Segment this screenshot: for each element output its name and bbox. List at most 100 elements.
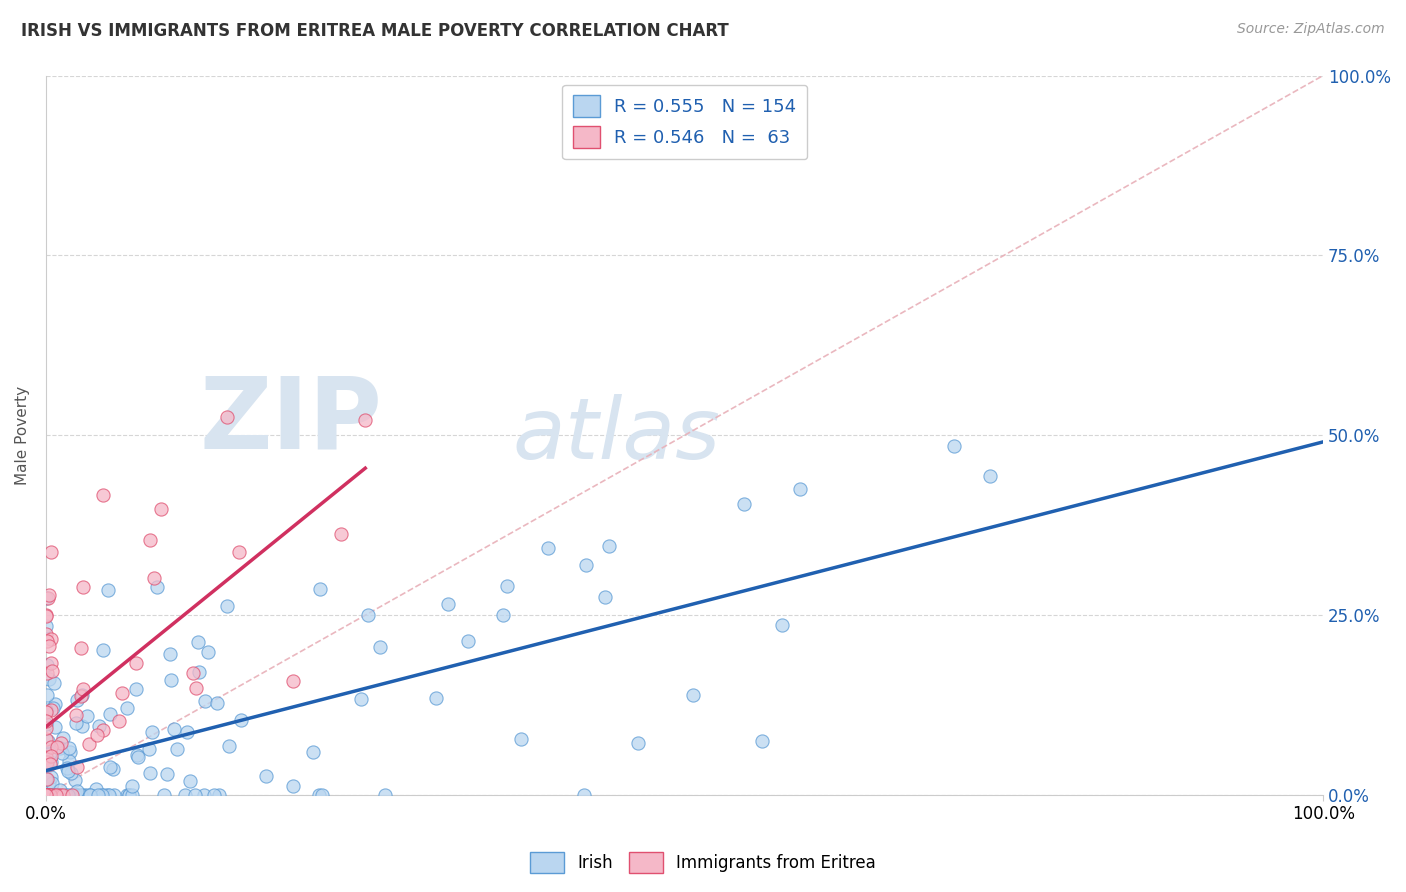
Point (59, 765, 82, 780)
Point (55, 788, 77, 802)
Point (37, 788, 59, 802)
Point (72, 788, 94, 802)
Point (45, 788, 67, 802)
Point (39, 788, 62, 802)
Point (35, 772, 58, 786)
Point (979, 469, 1001, 483)
Point (789, 482, 811, 496)
Legend: R = 0.555   N = 154, R = 0.546   N =  63: R = 0.555 N = 154, R = 0.546 N = 63 (562, 85, 807, 160)
Point (35, 688, 58, 702)
Point (39, 740, 62, 755)
Point (127, 750, 149, 764)
Point (354, 413, 377, 427)
Point (93, 643, 115, 657)
Point (183, 665, 205, 680)
Point (66, 692, 89, 706)
Point (35, 788, 58, 802)
Point (35, 788, 58, 802)
Point (496, 579, 519, 593)
Point (35, 705, 58, 719)
Point (58, 740, 80, 755)
Point (143, 571, 166, 585)
Point (202, 788, 225, 802)
Point (42, 788, 65, 802)
Text: atlas: atlas (512, 393, 720, 477)
Point (118, 788, 141, 802)
Point (35, 788, 58, 802)
Point (311, 788, 333, 802)
Point (35, 788, 58, 802)
Point (91, 488, 114, 502)
Point (215, 409, 238, 424)
Point (97, 788, 120, 802)
Point (425, 691, 447, 706)
Point (598, 539, 620, 553)
Point (35, 788, 58, 802)
Point (37, 788, 59, 802)
Point (281, 779, 304, 793)
Point (44, 788, 66, 802)
Point (117, 701, 139, 715)
Point (125, 656, 148, 670)
Point (39, 545, 62, 559)
Point (69, 788, 91, 802)
Point (103, 788, 125, 802)
Point (125, 747, 148, 762)
Point (76, 788, 98, 802)
Point (35, 627, 58, 641)
Point (141, 724, 163, 739)
Point (302, 745, 325, 759)
Point (150, 502, 173, 516)
Point (37, 591, 59, 605)
Point (368, 640, 391, 655)
Point (159, 647, 181, 661)
Point (87, 788, 110, 802)
Point (572, 788, 595, 802)
Point (537, 541, 560, 556)
Point (138, 533, 160, 547)
Point (38, 588, 60, 602)
Point (35, 609, 58, 624)
Point (374, 788, 396, 802)
Point (56, 788, 79, 802)
Point (90, 788, 112, 802)
Point (35, 788, 58, 802)
Point (35, 591, 58, 605)
Point (51, 746, 73, 760)
Point (770, 617, 793, 632)
Point (56, 764, 79, 778)
Point (118, 788, 141, 802)
Point (38, 639, 60, 653)
Point (37, 788, 59, 802)
Point (70, 719, 93, 733)
Text: ZIP: ZIP (200, 372, 382, 469)
Point (66, 783, 89, 797)
Point (194, 694, 217, 708)
Point (76, 709, 98, 723)
Point (79, 788, 101, 802)
Point (72, 580, 94, 594)
Point (156, 767, 179, 781)
Point (70, 640, 93, 655)
Point (39, 770, 62, 784)
Point (59, 745, 82, 759)
Point (38, 757, 60, 772)
Point (41, 775, 63, 789)
Point (37, 657, 59, 672)
Point (682, 688, 704, 702)
Point (35, 714, 58, 728)
Point (350, 692, 373, 706)
Point (215, 599, 238, 614)
Point (218, 739, 240, 754)
Point (35, 758, 58, 772)
Point (98, 760, 121, 774)
Point (90, 788, 112, 802)
Point (35, 731, 58, 746)
Point (97, 583, 120, 598)
Text: Source: ZipAtlas.com: Source: ZipAtlas.com (1237, 22, 1385, 37)
Point (457, 634, 479, 648)
Point (35, 749, 58, 764)
Point (184, 681, 207, 695)
Point (183, 788, 205, 802)
Point (121, 788, 143, 802)
